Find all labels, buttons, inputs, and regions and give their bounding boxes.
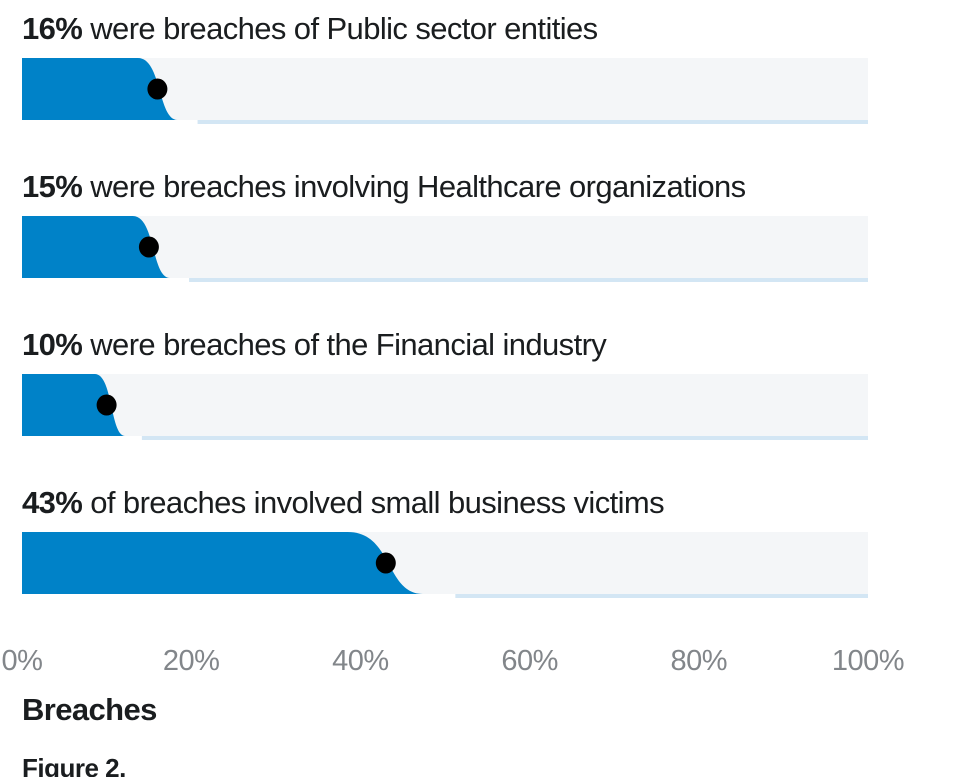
figure-caption: Figure 2.: [22, 753, 126, 777]
value-dot: [375, 552, 396, 574]
bar-plot: [22, 532, 868, 598]
bar-track: [22, 216, 868, 278]
bar-title: 15% were breaches involving Healthcare o…: [22, 170, 980, 204]
bar-baseline: [189, 278, 868, 282]
x-tick-100: 100%: [831, 645, 905, 677]
value-dot: [96, 394, 117, 416]
bar-value-label: 16%: [22, 11, 83, 46]
bar-plot: [22, 58, 868, 124]
x-tick-40: 40%: [332, 645, 389, 677]
bar-fill: [22, 374, 126, 436]
bar-row: 16% were breaches of Public sector entit…: [22, 12, 980, 124]
bar-row: 15% were breaches involving Healthcare o…: [22, 170, 980, 282]
bar-plot: [22, 374, 868, 440]
x-tick-20: 20%: [162, 645, 220, 677]
bar-title: 10% were breaches of the Financial indus…: [22, 328, 980, 362]
value-dot: [147, 78, 168, 100]
x-tick-0: 0%: [1, 645, 43, 677]
x-tick-60: 60%: [501, 645, 558, 677]
x-axis: 0% 20% 40% 60% 80% 100%: [2, 644, 980, 678]
bar-baseline: [455, 594, 868, 598]
bar-value-label: 10%: [22, 327, 83, 362]
bar-rows: 16% were breaches of Public sector entit…: [22, 12, 980, 598]
bar-description: were breaches of the Financial industry: [82, 327, 607, 362]
bar-value-label: 43%: [22, 485, 83, 520]
bar-fill: [22, 58, 178, 120]
x-axis-title: Breaches: [22, 692, 157, 727]
bar-fill: [22, 532, 423, 594]
bar-plot: [22, 216, 868, 282]
bar-row: 43% of breaches involved small business …: [22, 486, 980, 598]
bar-description: were breaches of Public sector entities: [82, 11, 598, 46]
x-tick-80: 80%: [670, 645, 728, 677]
value-dot: [138, 236, 159, 258]
bar-description: were breaches involving Healthcare organ…: [82, 169, 746, 204]
bar-row: 10% were breaches of the Financial indus…: [22, 328, 980, 440]
bar-value-label: 15%: [22, 169, 83, 204]
bar-track: [22, 374, 868, 436]
bar-fill: [22, 216, 170, 278]
bar-baseline: [141, 436, 868, 440]
bar-description: of breaches involved small business vict…: [82, 485, 665, 520]
bar-title: 43% of breaches involved small business …: [22, 486, 980, 520]
bar-title: 16% were breaches of Public sector entit…: [22, 12, 980, 46]
bar-baseline: [197, 120, 868, 124]
